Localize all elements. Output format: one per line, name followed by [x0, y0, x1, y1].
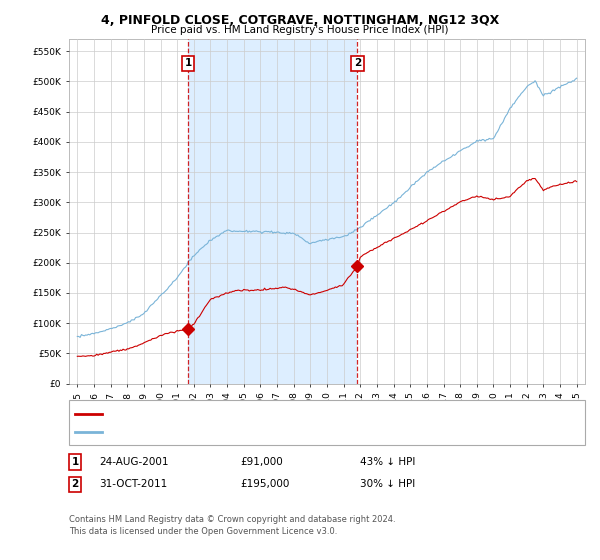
Text: £91,000: £91,000: [240, 457, 283, 467]
Text: 43% ↓ HPI: 43% ↓ HPI: [360, 457, 415, 467]
Text: 2: 2: [71, 479, 79, 489]
Text: Contains HM Land Registry data © Crown copyright and database right 2024.: Contains HM Land Registry data © Crown c…: [69, 515, 395, 524]
Bar: [188, 39, 358, 384]
Text: 2: 2: [354, 58, 361, 68]
Text: 4, PINFOLD CLOSE, COTGRAVE, NOTTINGHAM, NG12 3QX (detached house): 4, PINFOLD CLOSE, COTGRAVE, NOTTINGHAM, …: [107, 409, 445, 418]
Text: 24-AUG-2001: 24-AUG-2001: [99, 457, 169, 467]
Text: £195,000: £195,000: [240, 479, 289, 489]
Text: 4, PINFOLD CLOSE, COTGRAVE, NOTTINGHAM, NG12 3QX: 4, PINFOLD CLOSE, COTGRAVE, NOTTINGHAM, …: [101, 14, 499, 27]
Text: 1: 1: [71, 457, 79, 467]
Text: This data is licensed under the Open Government Licence v3.0.: This data is licensed under the Open Gov…: [69, 528, 337, 536]
Text: 31-OCT-2011: 31-OCT-2011: [99, 479, 167, 489]
Text: HPI: Average price, detached house, Rushcliffe: HPI: Average price, detached house, Rush…: [107, 427, 319, 436]
Text: 1: 1: [184, 58, 191, 68]
Text: Price paid vs. HM Land Registry's House Price Index (HPI): Price paid vs. HM Land Registry's House …: [151, 25, 449, 35]
Text: 30% ↓ HPI: 30% ↓ HPI: [360, 479, 415, 489]
